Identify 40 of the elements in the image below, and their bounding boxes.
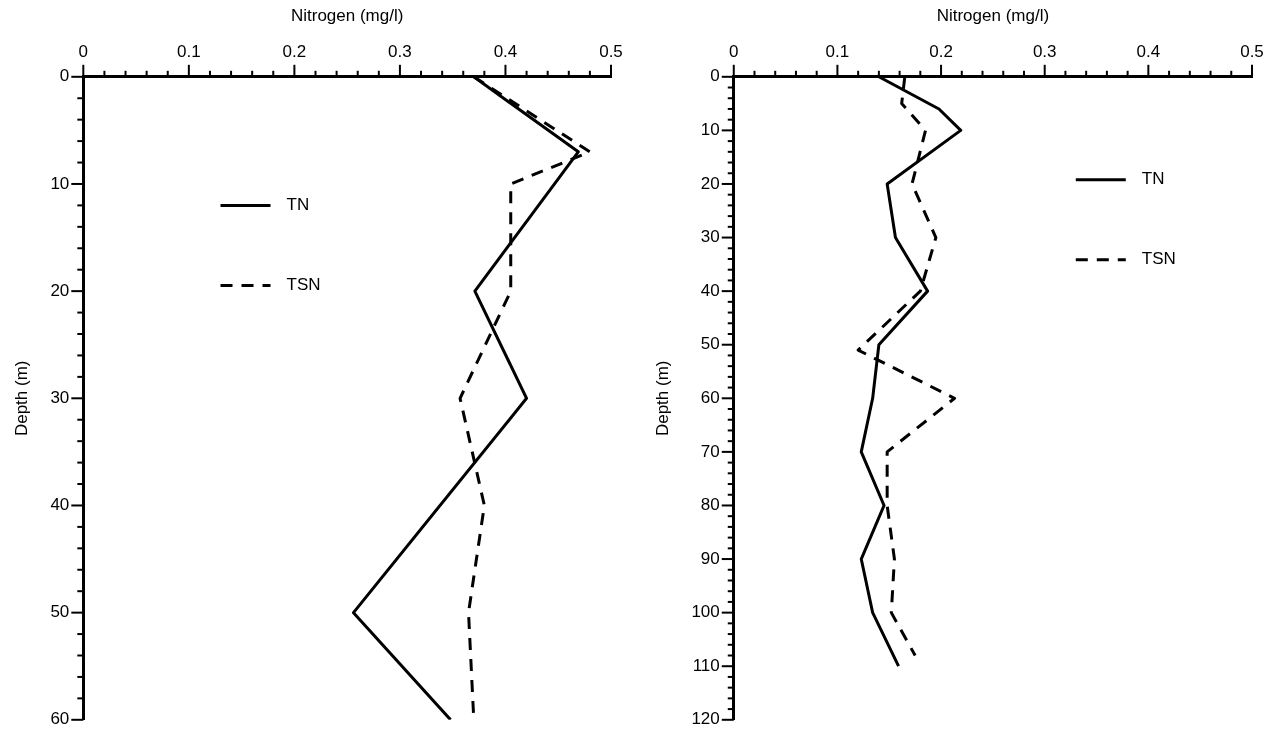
- x-tick-label: 0.3: [388, 42, 412, 62]
- y-tick-label: 0: [710, 66, 720, 86]
- y-axis-title: Depth (m): [652, 360, 672, 437]
- legend-label: TSN: [286, 275, 321, 295]
- y-tick-label: 100: [691, 602, 720, 622]
- x-tick-label: 0: [729, 42, 739, 62]
- y-tick-label: 20: [700, 173, 720, 193]
- x-tick-label: 0.5: [599, 42, 623, 62]
- legend-label: TN: [1141, 169, 1165, 189]
- x-tick-label: 0: [78, 42, 89, 62]
- x-tick-label: 0.2: [282, 42, 307, 62]
- y-tick-label: 50: [700, 334, 720, 354]
- legend-label: TSN: [1141, 249, 1176, 269]
- y-tick-label: 30: [700, 227, 720, 247]
- y-tick-label: 20: [50, 280, 70, 300]
- y-tick-label: 110: [692, 655, 720, 675]
- y-tick-label: 50: [50, 602, 70, 622]
- y-tick-label: 120: [691, 709, 720, 729]
- x-tick-label: 0.4: [493, 42, 518, 62]
- x-tick-label: 0.5: [1240, 42, 1264, 62]
- x-axis-title: Nitrogen (mg/l): [290, 5, 404, 25]
- y-tick-label: 40: [50, 495, 70, 515]
- y-tick-label: 40: [700, 280, 720, 300]
- x-axis-title: Nitrogen (mg/l): [936, 5, 1050, 25]
- y-tick-label: 70: [700, 441, 720, 461]
- x-tick-label: 0.1: [177, 42, 201, 62]
- y-tick-label: 0: [59, 66, 70, 86]
- y-axis-title: Depth (m): [11, 360, 31, 437]
- y-tick-label: 80: [700, 495, 720, 515]
- y-tick-label: 90: [700, 548, 720, 568]
- legend-label: TN: [286, 195, 310, 215]
- x-tick-label: 0.1: [825, 42, 850, 62]
- x-tick-label: 0.2: [929, 42, 953, 62]
- y-tick-label: 10: [50, 173, 70, 193]
- x-tick-label: 0.4: [1136, 42, 1161, 62]
- y-tick-label: 10: [700, 120, 720, 140]
- x-tick-label: 0.3: [1032, 42, 1057, 62]
- y-tick-label: 60: [50, 709, 70, 729]
- y-tick-label: 30: [50, 387, 70, 407]
- y-tick-label: 60: [700, 387, 720, 407]
